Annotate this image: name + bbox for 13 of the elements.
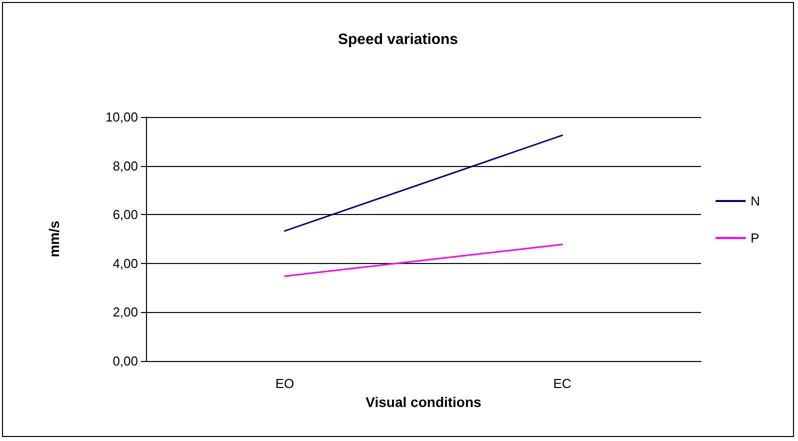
chart-title: Speed variations bbox=[338, 31, 458, 48]
legend-label: P bbox=[750, 230, 760, 246]
y-tick-label: 4,00 bbox=[112, 256, 138, 271]
y-tick-label: 0,00 bbox=[112, 354, 138, 368]
y-tick-label: 10,00 bbox=[105, 110, 138, 124]
y-axis-title: mm/s bbox=[46, 220, 62, 258]
x-tick-label: EO bbox=[275, 376, 294, 391]
y-tick-label: 8,00 bbox=[112, 158, 138, 174]
legend-label: N bbox=[750, 194, 760, 208]
y-tick-label: 2,00 bbox=[112, 304, 138, 320]
x-tick-label: EC bbox=[553, 376, 572, 391]
x-axis-title: Visual conditions bbox=[366, 394, 482, 410]
y-tick-label: 6,00 bbox=[112, 207, 138, 222]
